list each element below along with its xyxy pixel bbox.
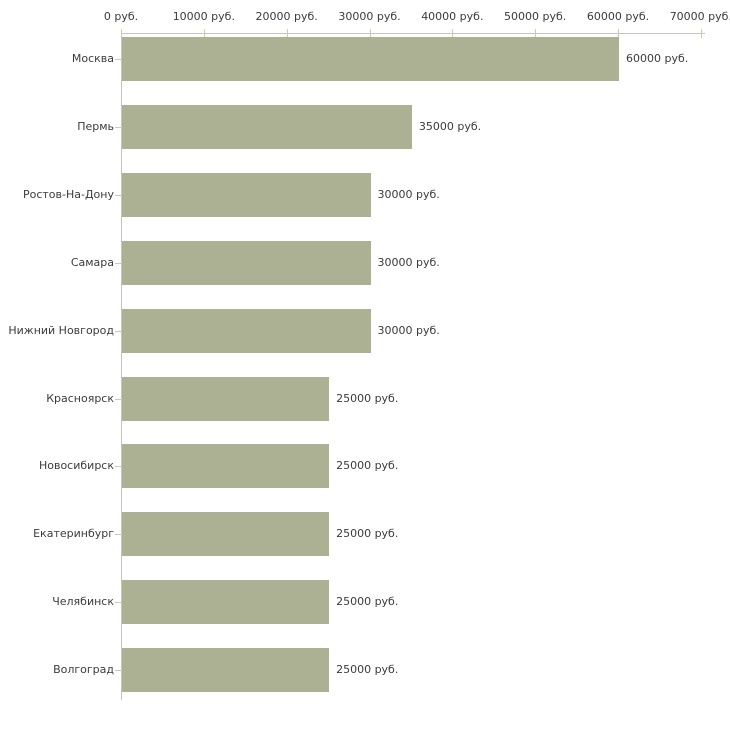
- bar: [122, 308, 371, 353]
- y-axis-tick: [115, 59, 121, 60]
- category-label: Москва: [71, 52, 114, 65]
- value-label: 25000 руб.: [336, 527, 399, 541]
- value-label: 25000 руб.: [336, 391, 399, 405]
- value-label: 30000 руб.: [377, 323, 440, 337]
- bar: [122, 648, 330, 693]
- x-axis-tick-label: 60000 руб.: [586, 10, 650, 23]
- x-axis-tick-label: 30000 руб.: [338, 10, 401, 23]
- value-label: 35000 руб.: [418, 119, 482, 133]
- x-axis-tick: [618, 29, 619, 38]
- x-axis-tick: [369, 29, 371, 38]
- x-axis-tick: [286, 29, 288, 38]
- y-axis-tick: [115, 398, 121, 400]
- y-axis-tick: [115, 330, 121, 332]
- x-axis-tick: [203, 29, 205, 38]
- bar: [122, 172, 371, 217]
- bar: [122, 512, 330, 557]
- y-axis-tick: [115, 466, 121, 468]
- x-axis-tick-label: 70000 руб.: [669, 10, 730, 23]
- x-axis-tick: [700, 29, 702, 38]
- y-axis-tick: [115, 534, 121, 536]
- x-axis-tick-label: 20000 руб.: [255, 10, 318, 23]
- category-label: Красноярск: [46, 391, 114, 405]
- value-label: 25000 руб.: [336, 663, 399, 677]
- bar: [122, 104, 412, 149]
- y-axis-line: [121, 33, 122, 700]
- category-label: Челябинск: [52, 595, 114, 609]
- category-label: Нижний Новгород: [8, 323, 114, 337]
- y-axis-tick: [115, 602, 121, 604]
- value-label: 25000 руб.: [336, 459, 399, 473]
- x-axis-tick-label: 10000 руб.: [172, 10, 235, 23]
- bar: [122, 580, 330, 625]
- category-label: Волгоград: [53, 663, 114, 677]
- x-axis-tick: [535, 29, 537, 38]
- category-label: Екатеринбург: [33, 527, 114, 541]
- x-axis-tick-label: 0 руб.: [103, 10, 139, 23]
- bar: [122, 37, 619, 81]
- value-label: 25000 руб.: [336, 595, 399, 609]
- x-axis-tick-label: 50000 руб.: [504, 10, 567, 23]
- category-label: Ростов-На-Дону: [22, 187, 114, 201]
- x-axis-tick-label: 40000 руб.: [421, 10, 484, 23]
- category-label: Пермь: [77, 119, 114, 133]
- bar: [122, 444, 330, 489]
- y-axis-tick: [115, 126, 121, 128]
- value-label: 30000 руб.: [377, 187, 440, 201]
- category-label: Самара: [70, 255, 114, 269]
- x-axis-line: [121, 33, 705, 34]
- value-label: 60000 руб.: [626, 52, 689, 65]
- category-label: Новосибирск: [38, 459, 114, 473]
- y-axis-tick: [115, 194, 121, 196]
- y-axis-tick: [115, 670, 121, 672]
- bar: [122, 376, 330, 421]
- bar: [122, 240, 371, 285]
- y-axis-tick: [115, 262, 121, 264]
- x-axis-tick: [121, 29, 122, 38]
- value-label: 30000 руб.: [377, 255, 440, 269]
- x-axis-tick: [452, 29, 454, 38]
